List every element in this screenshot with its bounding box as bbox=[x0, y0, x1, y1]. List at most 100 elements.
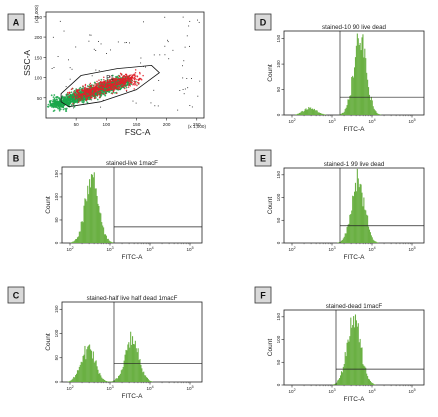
scatter-point bbox=[124, 85, 127, 88]
scatter-point bbox=[95, 85, 97, 88]
scatter-point bbox=[164, 54, 166, 56]
scatter-point bbox=[108, 87, 110, 90]
y-tick-label: 50 bbox=[54, 355, 59, 361]
x-tick-label: 103 bbox=[328, 118, 335, 124]
histogram-bin bbox=[298, 113, 300, 115]
histogram-bin bbox=[373, 240, 375, 243]
scatter-point bbox=[70, 97, 73, 100]
histogram-bin bbox=[351, 210, 353, 243]
scatter-point bbox=[112, 83, 114, 85]
scatter-point bbox=[92, 91, 94, 94]
scatter-point bbox=[111, 74, 114, 77]
histogram-bin bbox=[366, 373, 368, 385]
scatter-point bbox=[113, 85, 115, 87]
histogram-bin bbox=[342, 238, 344, 243]
histogram-bin bbox=[114, 380, 116, 382]
y-tick-label: 50 bbox=[276, 217, 281, 223]
scatter-point bbox=[63, 98, 66, 101]
scatter-point bbox=[101, 88, 103, 90]
scatter-point bbox=[135, 102, 137, 104]
y-tick-label: 150 bbox=[276, 313, 281, 321]
scatter-point bbox=[86, 98, 88, 100]
histogram-bin bbox=[94, 188, 96, 243]
scatter-point bbox=[76, 91, 79, 93]
histogram-bin bbox=[104, 380, 106, 382]
scatter-point bbox=[188, 25, 190, 27]
scatter-point bbox=[119, 72, 122, 75]
scatter-point bbox=[100, 84, 102, 87]
histogram-bin bbox=[351, 327, 353, 385]
histogram-bin bbox=[365, 210, 367, 243]
scatter-point bbox=[102, 93, 104, 95]
histogram-bin bbox=[370, 382, 372, 385]
y-tick-label: 50 bbox=[37, 96, 43, 101]
histogram-bin bbox=[76, 237, 79, 243]
scatter-point bbox=[98, 70, 100, 72]
histogram-bin bbox=[116, 378, 118, 382]
scatter-point bbox=[98, 91, 100, 94]
scatter-point bbox=[125, 89, 128, 92]
x-axis-label: FITC-A bbox=[344, 126, 366, 133]
histogram-bin bbox=[312, 109, 315, 115]
scatter-point bbox=[63, 96, 65, 98]
histogram-bin bbox=[76, 370, 79, 382]
histogram-bin bbox=[149, 380, 151, 382]
y-axis-label: Count bbox=[267, 197, 274, 215]
scatter-point bbox=[183, 60, 185, 62]
scatter-point bbox=[189, 105, 191, 106]
scatter-point bbox=[131, 79, 134, 82]
scatter-point bbox=[117, 88, 119, 90]
histogram-bin bbox=[369, 380, 371, 385]
histogram-bin bbox=[72, 241, 74, 243]
panel-letter: E bbox=[260, 153, 266, 163]
histogram-bin bbox=[320, 113, 322, 115]
scatter-point bbox=[68, 91, 71, 94]
scatter-point bbox=[97, 82, 99, 84]
panel-letter: B bbox=[13, 153, 20, 163]
histogram-bin bbox=[364, 48, 366, 115]
scatter-point bbox=[58, 97, 61, 100]
scatter-point bbox=[123, 87, 126, 90]
histogram-bin bbox=[103, 379, 105, 382]
scatter-point bbox=[104, 86, 107, 89]
histogram-bin bbox=[100, 213, 102, 243]
scatter-point bbox=[65, 86, 67, 88]
histogram-bin bbox=[344, 109, 346, 115]
scatter-point bbox=[109, 87, 112, 89]
histogram-bin bbox=[296, 114, 298, 115]
histogram-bin bbox=[361, 37, 363, 116]
histogram-bin bbox=[78, 231, 80, 243]
histogram-bin bbox=[340, 113, 343, 115]
panel-title: stained-dead 1macF bbox=[326, 303, 383, 310]
scatter-point bbox=[133, 88, 135, 90]
scatter-point bbox=[53, 105, 56, 108]
histogram-bin bbox=[90, 349, 92, 382]
histogram-bin bbox=[69, 380, 71, 382]
panel-title: stained-half live half dead 1macF bbox=[87, 295, 178, 302]
scatter-point bbox=[56, 95, 59, 98]
scatter-point bbox=[88, 40, 90, 42]
scatter-point bbox=[57, 56, 59, 57]
scatter-point bbox=[72, 96, 74, 98]
scatter-point bbox=[153, 54, 155, 56]
histogram-bin bbox=[137, 348, 139, 382]
panel-letter-f: F bbox=[254, 286, 272, 304]
histogram-bin bbox=[314, 110, 316, 115]
histogram-bin bbox=[317, 112, 319, 115]
scatter-point bbox=[58, 107, 61, 110]
scatter-point bbox=[106, 81, 109, 83]
y-tick-label: 150 bbox=[54, 305, 59, 313]
scatter-point bbox=[84, 85, 87, 87]
histogram-bin bbox=[87, 346, 89, 382]
histogram-panel: stained-10 90 live dead 102 103 104 105 0 50 10… bbox=[267, 24, 425, 133]
histogram-bin bbox=[363, 197, 365, 243]
scatter-point bbox=[128, 74, 131, 77]
histogram-bin bbox=[369, 232, 371, 243]
scatter-point bbox=[132, 83, 135, 85]
histogram-bin bbox=[362, 364, 364, 385]
scatter-point bbox=[78, 94, 81, 96]
scatter-point bbox=[184, 88, 186, 90]
histogram-bin bbox=[95, 360, 97, 382]
scatter-point bbox=[121, 76, 124, 78]
scatter-point bbox=[75, 46, 77, 48]
